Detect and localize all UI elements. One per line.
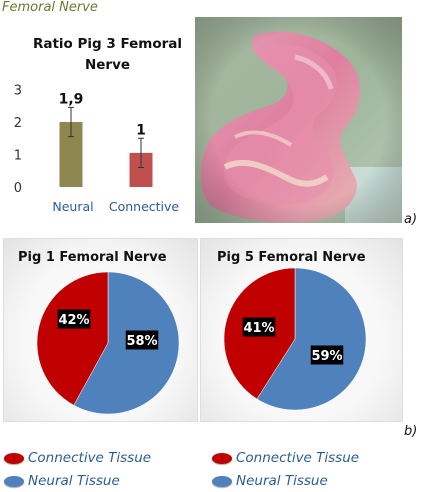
neural-swatch-icon (212, 475, 232, 487)
bar-neural (59, 122, 83, 187)
bar-connective (129, 152, 153, 187)
figure-header-title: Femoral Nerve (2, 0, 98, 15)
data-label-box (310, 345, 344, 365)
data-label-box (125, 330, 159, 350)
connective-swatch-icon (212, 452, 232, 464)
data-label: 42% (58, 313, 89, 328)
legend-left: Connective Tissue Neural Tissue (4, 448, 151, 491)
legend-right: Connective Tissue Neural Tissue (212, 448, 359, 491)
y-tick-label: 2 (14, 116, 22, 131)
y-tick-label: 0 (14, 181, 22, 196)
panel-label-a: a) (404, 212, 418, 227)
legend-label: Neural Tissue (28, 473, 120, 489)
histology-photo (195, 17, 402, 223)
data-label-box (57, 309, 91, 329)
bar-chart: 0 1 2 3 1,9 Neural 1 Connective (14, 84, 180, 215)
legend-item-neural: Neural Tissue (4, 471, 151, 491)
legend-label: Connective Tissue (28, 450, 152, 466)
data-label: 1,9 (59, 91, 84, 107)
legend-label: Connective Tissue (236, 450, 360, 466)
histology-stain-micrograph-icon (195, 17, 402, 223)
bar-chart-title: Ratio Pig 3 Femoral Nerve (32, 36, 183, 73)
data-label: 58% (126, 334, 157, 349)
neural-swatch-icon (4, 475, 24, 487)
pie-chart-pig5: 41% 59% (223, 267, 367, 411)
data-label: 1 (136, 122, 146, 138)
legend-item-neural: Neural Tissue (212, 471, 359, 491)
y-tick-label: 3 (14, 84, 22, 99)
panel-label-b: b) (404, 424, 418, 439)
legend-label: Neural Tissue (236, 473, 328, 489)
data-label: 41% (243, 321, 274, 336)
pie-panel-pig5: Pig 5 Femoral Nerve 41% 59% (200, 238, 403, 422)
pie-chart-title: Pig 5 Femoral Nerve (217, 250, 366, 265)
data-label-box (242, 317, 276, 337)
x-tick-label: Neural (52, 199, 93, 214)
pie-chart-title: Pig 1 Femoral Nerve (18, 250, 167, 265)
legend-item-connective: Connective Tissue (212, 448, 359, 468)
x-tick-label: Connective (109, 199, 180, 214)
legend-item-connective: Connective Tissue (4, 448, 151, 468)
y-tick-label: 1 (14, 149, 22, 164)
data-label: 59% (311, 349, 342, 364)
pie-slice-neural (256, 267, 367, 411)
connective-swatch-icon (4, 452, 24, 464)
pie-panel-pig1: Pig 1 Femoral Nerve 42% 58% (3, 238, 198, 422)
pie-chart-pig1: 42% 58% (36, 271, 180, 415)
pie-slice-connective (36, 271, 109, 406)
